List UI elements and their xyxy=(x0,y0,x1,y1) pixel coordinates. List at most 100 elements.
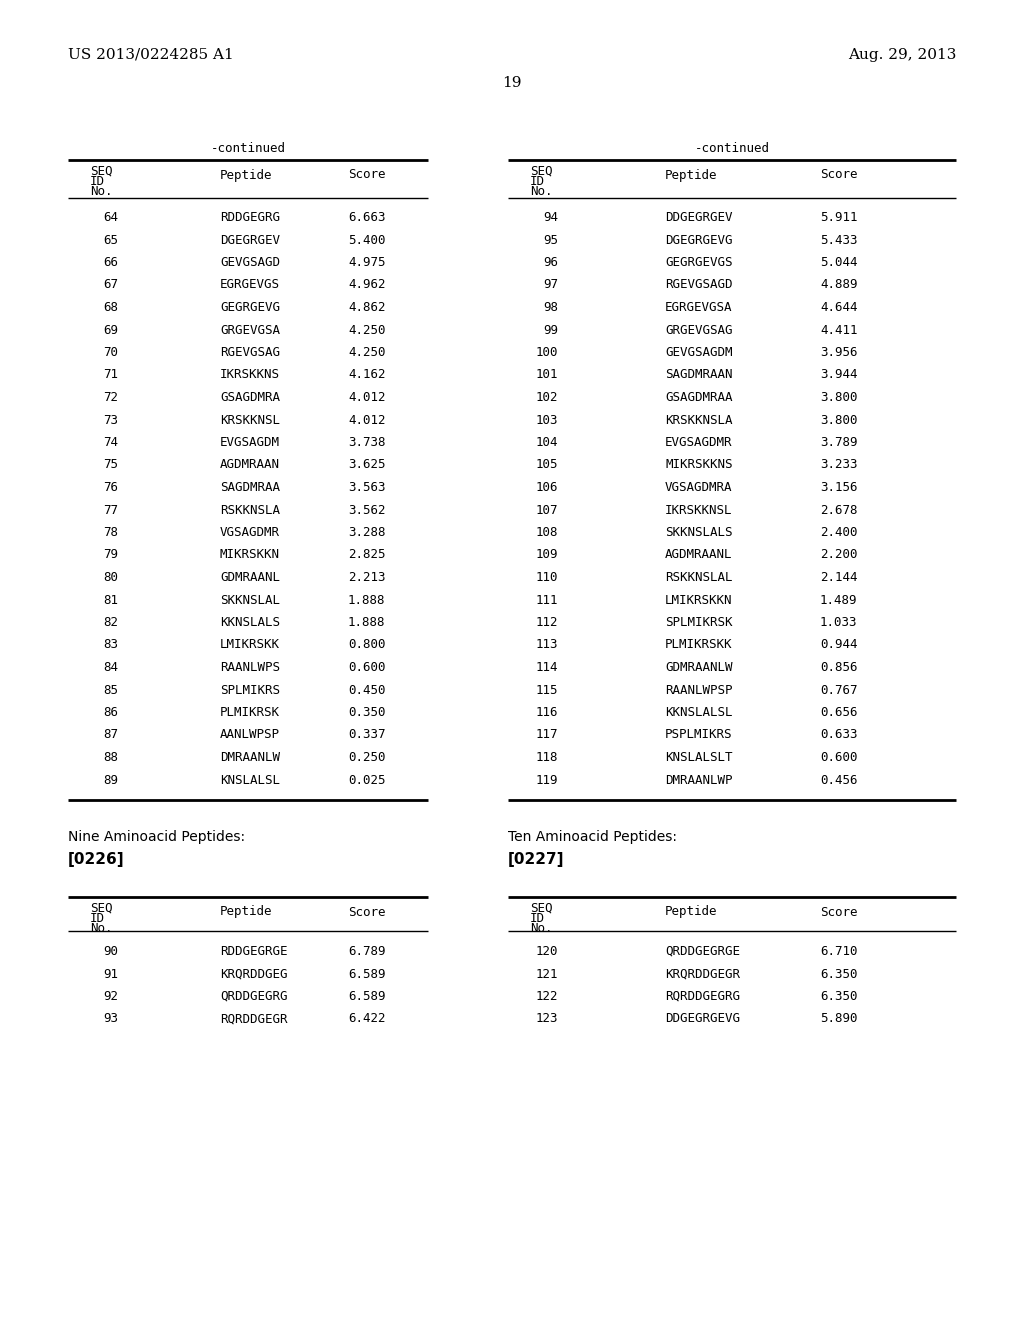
Text: 97: 97 xyxy=(543,279,558,292)
Text: SKKNSLALS: SKKNSLALS xyxy=(665,525,732,539)
Text: 5.044: 5.044 xyxy=(820,256,857,269)
Text: 0.337: 0.337 xyxy=(348,729,385,742)
Text: 122: 122 xyxy=(536,990,558,1003)
Text: 66: 66 xyxy=(103,256,118,269)
Text: 3.800: 3.800 xyxy=(820,391,857,404)
Text: 112: 112 xyxy=(536,616,558,630)
Text: GSAGDMRAA: GSAGDMRAA xyxy=(665,391,732,404)
Text: ID: ID xyxy=(90,176,105,187)
Text: 0.856: 0.856 xyxy=(820,661,857,675)
Text: MIKRSKKNS: MIKRSKKNS xyxy=(665,458,732,471)
Text: 6.789: 6.789 xyxy=(348,945,385,958)
Text: 1.489: 1.489 xyxy=(820,594,857,606)
Text: 4.411: 4.411 xyxy=(820,323,857,337)
Text: -continued: -continued xyxy=(694,141,769,154)
Text: 2.678: 2.678 xyxy=(820,503,857,516)
Text: No.: No. xyxy=(530,185,553,198)
Text: 99: 99 xyxy=(543,323,558,337)
Text: 81: 81 xyxy=(103,594,118,606)
Text: 2.144: 2.144 xyxy=(820,572,857,583)
Text: 4.862: 4.862 xyxy=(348,301,385,314)
Text: 117: 117 xyxy=(536,729,558,742)
Text: [0226]: [0226] xyxy=(68,851,125,867)
Text: 74: 74 xyxy=(103,436,118,449)
Text: 6.350: 6.350 xyxy=(820,968,857,981)
Text: GEVGSAGD: GEVGSAGD xyxy=(220,256,280,269)
Text: 64: 64 xyxy=(103,211,118,224)
Text: RGEVGSAGD: RGEVGSAGD xyxy=(665,279,732,292)
Text: 0.600: 0.600 xyxy=(348,661,385,675)
Text: 118: 118 xyxy=(536,751,558,764)
Text: Score: Score xyxy=(820,906,857,919)
Text: 71: 71 xyxy=(103,368,118,381)
Text: 4.975: 4.975 xyxy=(348,256,385,269)
Text: LMIKRSKKN: LMIKRSKKN xyxy=(665,594,732,606)
Text: 3.562: 3.562 xyxy=(348,503,385,516)
Text: SAGDMRAA: SAGDMRAA xyxy=(220,480,280,494)
Text: 103: 103 xyxy=(536,413,558,426)
Text: 3.738: 3.738 xyxy=(348,436,385,449)
Text: 4.250: 4.250 xyxy=(348,323,385,337)
Text: 104: 104 xyxy=(536,436,558,449)
Text: 77: 77 xyxy=(103,503,118,516)
Text: AGDMRAANL: AGDMRAANL xyxy=(665,549,732,561)
Text: No.: No. xyxy=(90,921,113,935)
Text: 1.033: 1.033 xyxy=(820,616,857,630)
Text: RAANLWPSP: RAANLWPSP xyxy=(665,684,732,697)
Text: Peptide: Peptide xyxy=(220,169,272,181)
Text: 108: 108 xyxy=(536,525,558,539)
Text: 0.025: 0.025 xyxy=(348,774,385,787)
Text: MIKRSKKN: MIKRSKKN xyxy=(220,549,280,561)
Text: 4.644: 4.644 xyxy=(820,301,857,314)
Text: Score: Score xyxy=(820,169,857,181)
Text: Ten Aminoacid Peptides:: Ten Aminoacid Peptides: xyxy=(508,830,677,843)
Text: GRGEVGSAG: GRGEVGSAG xyxy=(665,323,732,337)
Text: 84: 84 xyxy=(103,661,118,675)
Text: 6.422: 6.422 xyxy=(348,1012,385,1026)
Text: 86: 86 xyxy=(103,706,118,719)
Text: 65: 65 xyxy=(103,234,118,247)
Text: KNSLALSLT: KNSLALSLT xyxy=(665,751,732,764)
Text: 0.633: 0.633 xyxy=(820,729,857,742)
Text: EVGSAGDM: EVGSAGDM xyxy=(220,436,280,449)
Text: 3.156: 3.156 xyxy=(820,480,857,494)
Text: 4.250: 4.250 xyxy=(348,346,385,359)
Text: 2.213: 2.213 xyxy=(348,572,385,583)
Text: 0.456: 0.456 xyxy=(820,774,857,787)
Text: 101: 101 xyxy=(536,368,558,381)
Text: GEGRGEVGS: GEGRGEVGS xyxy=(665,256,732,269)
Text: 67: 67 xyxy=(103,279,118,292)
Text: 0.944: 0.944 xyxy=(820,639,857,652)
Text: 123: 123 xyxy=(536,1012,558,1026)
Text: 88: 88 xyxy=(103,751,118,764)
Text: KNSLALSL: KNSLALSL xyxy=(220,774,280,787)
Text: KKNSLALS: KKNSLALS xyxy=(220,616,280,630)
Text: RQRDDGEGR: RQRDDGEGR xyxy=(220,1012,288,1026)
Text: 89: 89 xyxy=(103,774,118,787)
Text: PLMIKRSKK: PLMIKRSKK xyxy=(665,639,732,652)
Text: SAGDMRAAN: SAGDMRAAN xyxy=(665,368,732,381)
Text: DMRAANLW: DMRAANLW xyxy=(220,751,280,764)
Text: 105: 105 xyxy=(536,458,558,471)
Text: SPLMIKRSK: SPLMIKRSK xyxy=(665,616,732,630)
Text: 95: 95 xyxy=(543,234,558,247)
Text: 0.600: 0.600 xyxy=(820,751,857,764)
Text: DGEGRGEVG: DGEGRGEVG xyxy=(665,234,732,247)
Text: 5.890: 5.890 xyxy=(820,1012,857,1026)
Text: 3.625: 3.625 xyxy=(348,458,385,471)
Text: ID: ID xyxy=(530,912,545,925)
Text: 83: 83 xyxy=(103,639,118,652)
Text: 1.888: 1.888 xyxy=(348,594,385,606)
Text: RDDGEGRGE: RDDGEGRGE xyxy=(220,945,288,958)
Text: 4.012: 4.012 xyxy=(348,391,385,404)
Text: 6.589: 6.589 xyxy=(348,968,385,981)
Text: DGEGRGEV: DGEGRGEV xyxy=(220,234,280,247)
Text: 85: 85 xyxy=(103,684,118,697)
Text: SEQ: SEQ xyxy=(90,902,113,915)
Text: KRSKKNSL: KRSKKNSL xyxy=(220,413,280,426)
Text: 4.889: 4.889 xyxy=(820,279,857,292)
Text: 98: 98 xyxy=(543,301,558,314)
Text: 0.767: 0.767 xyxy=(820,684,857,697)
Text: -continued: -continued xyxy=(211,141,286,154)
Text: KRQRDDGEG: KRQRDDGEG xyxy=(220,968,288,981)
